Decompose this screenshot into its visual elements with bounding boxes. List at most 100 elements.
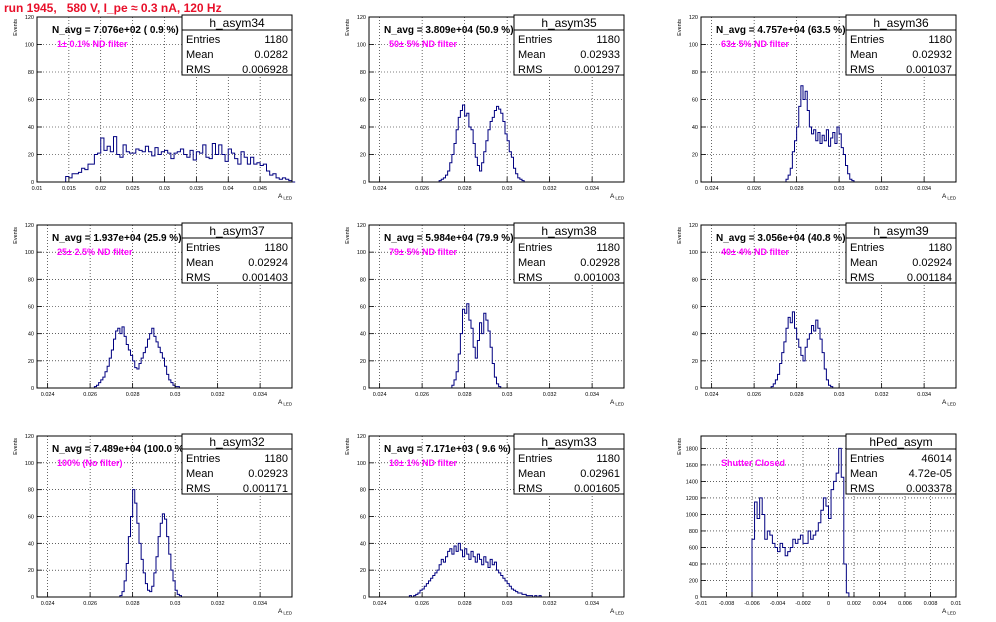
y-tick-label: 40	[28, 332, 34, 338]
y-tick-label: 1400	[686, 479, 698, 485]
stats-box	[845, 433, 957, 495]
stats-value: 0.001403	[242, 272, 288, 284]
x-tick-label: 0.024	[373, 392, 387, 398]
y-tick-label: 100	[689, 250, 698, 256]
histogram-name: h_asym32	[209, 435, 265, 449]
y-axis-label: Events	[677, 438, 683, 455]
y-tick-label: 80	[28, 277, 34, 283]
y-tick-label: 0	[31, 180, 34, 186]
y-tick-label: 100	[689, 43, 698, 49]
y-axis-label: Events	[345, 227, 351, 244]
y-tick-label: 0	[695, 386, 698, 392]
x-axis-label: ALED	[278, 193, 293, 201]
y-tick-label: 100	[357, 461, 366, 467]
y-tick-label: 20	[692, 153, 698, 159]
x-tick-label: 0.035	[189, 186, 203, 192]
y-tick-label: 20	[360, 568, 366, 574]
navg-label: N_avg = 1.937e+04 (25.9 %)	[52, 233, 182, 244]
y-tick-label: 120	[25, 15, 34, 21]
stats-box	[513, 222, 625, 284]
y-tick-label: 20	[360, 359, 366, 365]
stats-key: Mean	[186, 257, 214, 269]
stats-box	[513, 14, 625, 76]
histogram-series	[408, 542, 542, 598]
filter-note: 50± 5% ND filter	[389, 39, 457, 49]
stats-value: 0.02924	[248, 257, 288, 269]
x-axis-label: ALED	[610, 193, 625, 201]
stats-box	[845, 14, 957, 76]
histogram-panel-h_asym37: 0.024 0.026 0.028 0.03 0.032 0.034 0 20 40 60 80 10…	[13, 222, 293, 407]
x-axis-label: ALED	[610, 608, 625, 616]
x-axis-label: ALED	[278, 399, 293, 407]
y-tick-label: 80	[28, 488, 34, 494]
stats-value: 0.02924	[912, 257, 952, 269]
y-tick-label: 0	[363, 180, 366, 186]
stats-key: Entries	[850, 34, 885, 46]
stats-value: 0.001171	[243, 483, 288, 495]
y-tick-label: 120	[357, 223, 366, 229]
y-tick-label: 60	[360, 515, 366, 521]
x-tick-label: 0.032	[875, 186, 889, 192]
stats-box	[181, 222, 293, 284]
navg-label: N_avg = 5.984e+04 (79.9 %)	[384, 233, 514, 244]
x-tick-label: 0.026	[415, 601, 429, 607]
x-tick-label: 0.03	[502, 601, 513, 607]
histogram-name: h_asym38	[541, 224, 597, 238]
histogram-series	[785, 85, 855, 182]
x-tick-label: 0.032	[211, 392, 225, 398]
x-tick-label: 0.03	[834, 392, 845, 398]
histogram-series	[749, 447, 852, 598]
x-tick-label: 0.026	[415, 392, 429, 398]
y-tick-label: 1600	[686, 463, 698, 469]
x-tick-label: 0.028	[126, 601, 140, 607]
x-tick-label: 0.026	[747, 186, 761, 192]
x-tick-label: 0.032	[875, 392, 889, 398]
histogram-name: h_asym34	[209, 16, 265, 30]
stats-key: Mean	[186, 49, 214, 61]
x-tick-label: 0.03	[834, 186, 845, 192]
stats-key: Mean	[518, 257, 546, 269]
page-title: run 1945, 580 V, I_pe ≈ 0.3 nA, 120 Hz	[4, 1, 222, 15]
y-tick-label: 40	[28, 125, 34, 131]
x-tick-label: 0.026	[747, 392, 761, 398]
x-tick-label: 0.032	[543, 601, 557, 607]
y-tick-label: 400	[689, 562, 698, 568]
stats-value: 1180	[928, 34, 952, 46]
x-axis-label: ALED	[942, 608, 957, 616]
histogram-panel-h_asym35: 0.024 0.026 0.028 0.03 0.032 0.034 0 20 40 60 80 10…	[345, 14, 625, 201]
histogram-panel-h_asym39: 0.024 0.026 0.028 0.03 0.032 0.034 0 20 40 60 80 10…	[677, 222, 957, 407]
histogram-panel-h_asym33: 0.024 0.026 0.028 0.03 0.032 0.034 0 20 40 60 80 10…	[345, 433, 625, 616]
y-tick-label: 40	[692, 125, 698, 131]
y-tick-label: 120	[357, 15, 366, 21]
stats-value: 0.0282	[254, 49, 288, 61]
x-tick-label: 0.026	[83, 392, 97, 398]
stats-value: 1180	[928, 242, 952, 254]
filter-note: 63± 5% ND filter	[721, 39, 789, 49]
y-tick-label: 80	[28, 70, 34, 76]
histogram-name: h_asym36	[873, 16, 929, 30]
y-tick-label: 600	[689, 545, 698, 551]
stats-value: 0.02933	[580, 49, 620, 61]
y-tick-label: 120	[357, 434, 366, 440]
stats-value: 0.02961	[580, 468, 620, 480]
stats-key: RMS	[518, 483, 542, 495]
stats-value: 0.02923	[248, 468, 288, 480]
stats-value: 0.02932	[912, 49, 952, 61]
stats-value: 1180	[264, 242, 288, 254]
filter-note: 40± 4% ND filter	[721, 247, 789, 257]
x-tick-label: 0.02	[95, 186, 106, 192]
y-tick-label: 0	[31, 386, 34, 392]
stats-key: Entries	[518, 34, 553, 46]
stats-value: 46014	[921, 453, 952, 465]
x-tick-label: 0.024	[41, 601, 55, 607]
histogram-series	[770, 311, 834, 388]
x-tick-label: 0.028	[458, 392, 472, 398]
y-tick-label: 120	[25, 223, 34, 229]
x-tick-label: -0.01	[695, 601, 708, 607]
x-tick-label: 0.03	[502, 186, 513, 192]
x-tick-label: 0.034	[253, 392, 267, 398]
y-tick-label: 100	[25, 250, 34, 256]
stats-value: 0.001605	[574, 483, 620, 495]
filter-note: 1± 0.1% ND filter	[57, 39, 128, 49]
filter-note: 10± 1% ND filter	[389, 458, 457, 468]
